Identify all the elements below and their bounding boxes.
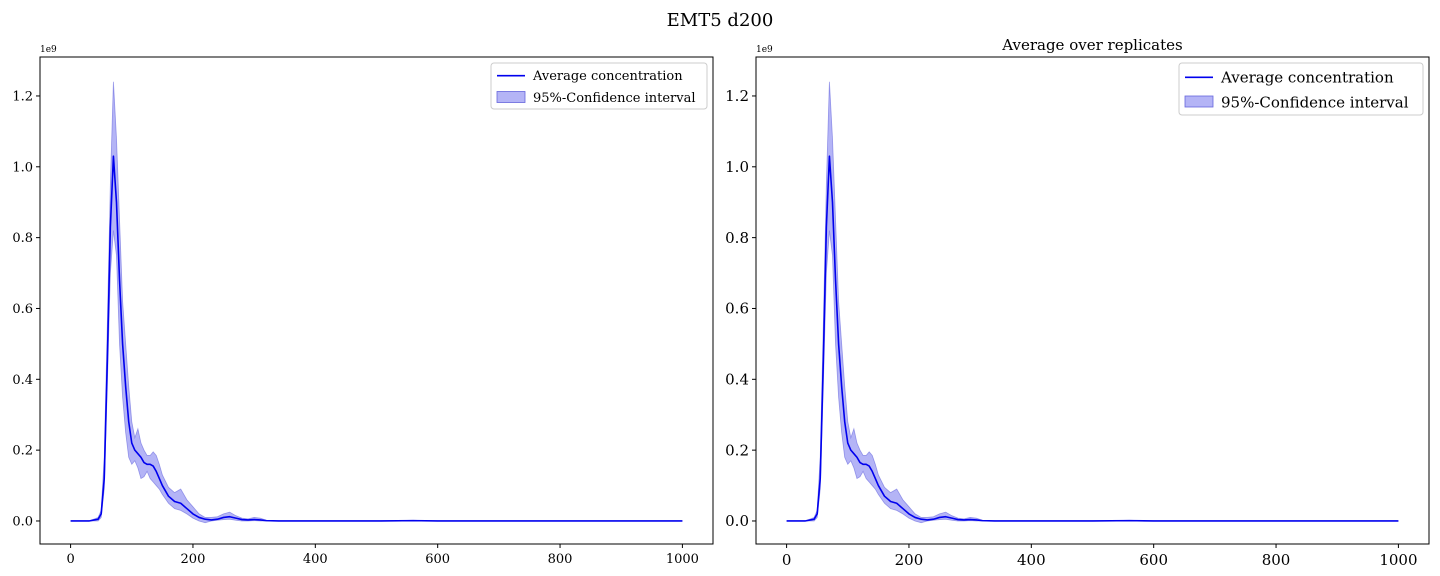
subplot-title: Average over replicates: [1001, 36, 1182, 54]
legend-label-average: Average concentration: [532, 69, 683, 84]
x-tick-label: 600: [1139, 551, 1168, 569]
x-tick-label: 800: [1262, 551, 1291, 569]
x-tick-label: 200: [181, 552, 206, 567]
x-tick-label: 200: [895, 551, 924, 569]
average-concentration-line: [70, 155, 683, 522]
axes-frame: [39, 56, 714, 545]
legend-label-average: Average concentration: [1220, 69, 1394, 87]
x-tick-label: 1000: [666, 552, 699, 567]
legend: Average concentration 95%-Confidence inte…: [490, 62, 708, 110]
y-offset-label: 1e9: [756, 45, 773, 55]
x-tick-label: 0: [782, 551, 792, 569]
y-offset-label: 1e9: [40, 45, 57, 55]
x-tick-label: 800: [548, 552, 573, 567]
legend-box: [1178, 62, 1424, 116]
confidence-band: [786, 81, 1399, 524]
legend-box: [490, 62, 708, 110]
chart-panel-left: 0 200 400 600 800 1000 0.0 0.2 0.4 0.6 0.8 1.0 1.2 1e…: [12, 45, 714, 567]
y-tick-label: 1.2: [725, 87, 749, 105]
legend-band-swatch: [496, 91, 526, 103]
x-tick-label: 0: [66, 552, 74, 567]
y-tick-label: 1.2: [12, 90, 33, 105]
legend-label-confidence: 95%-Confidence interval: [533, 91, 696, 106]
figure-suptitle: EMT5 d200: [667, 10, 774, 31]
y-tick-label: 0.2: [12, 444, 33, 459]
confidence-band: [70, 81, 683, 524]
y-tick-label: 0.8: [725, 229, 749, 247]
y-tick-label: 0.6: [12, 302, 33, 317]
y-tick-label: 0.4: [725, 371, 749, 389]
y-tick-label: 0.8: [12, 231, 33, 246]
legend-band-swatch: [1184, 95, 1214, 108]
y-tick-label: 0.2: [725, 441, 749, 459]
x-tick-label: 600: [425, 552, 450, 567]
y-tick-label: 0.0: [12, 515, 33, 530]
legend: Average concentration 95%-Confidence inte…: [1178, 62, 1424, 116]
chart-panel-right: 0 200 400 600 800 1000 0.0 0.2 0.4 0.6 0.8 1.0 1.2 1e…: [725, 36, 1430, 569]
x-tick-label: 400: [1017, 551, 1046, 569]
legend-label-confidence: 95%-Confidence interval: [1221, 93, 1409, 111]
axes-frame: [755, 56, 1430, 545]
y-tick-label: 0.0: [725, 512, 749, 530]
average-concentration-line: [786, 155, 1399, 522]
y-tick-label: 1.0: [12, 160, 33, 175]
y-tick-label: 1.0: [725, 158, 749, 176]
y-tick-label: 0.6: [725, 300, 749, 318]
y-tick-label: 0.4: [12, 373, 33, 388]
x-tick-label: 400: [303, 552, 328, 567]
x-tick-label: 1000: [1379, 551, 1417, 569]
